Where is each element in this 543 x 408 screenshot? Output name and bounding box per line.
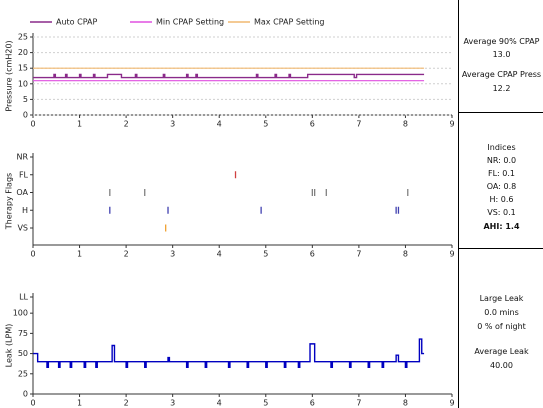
index: H: 0.6 [489,195,514,204]
y-tick-label: OA [16,188,28,197]
x-tick-label: 1 [77,120,82,129]
large-leak-pct: 0 % of night [477,322,526,331]
y-tick-label: 75 [18,329,28,338]
y-tick-label: LL [19,293,28,302]
x-tick-label: 1 [77,250,82,259]
x-tick-label: 3 [170,120,175,129]
x-tick-label: 9 [449,399,454,408]
x-tick-label: 9 [449,250,454,259]
divider [459,112,543,113]
large-leak-label: Large Leak [479,294,524,303]
x-tick-label: 6 [310,120,315,129]
x-tick-label: 2 [124,120,129,129]
legend-label: Auto CPAP [56,18,97,27]
x-tick-label: 0 [30,399,35,408]
x-tick-label: 9 [449,120,454,129]
x-tick-label: 4 [217,399,222,408]
x-tick-label: 6 [310,250,315,259]
y-axis-title: Leak (LPM) [5,324,14,368]
x-tick-label: 2 [124,399,129,408]
y-tick-label: 0 [23,390,28,399]
x-tick-label: 7 [356,399,361,408]
x-tick-label: 5 [263,399,268,408]
y-axis-title: Pressure (cmH20) [5,40,14,111]
avg-value: 12.2 [492,84,511,93]
series-line [33,73,425,79]
y-tick-label: 15 [18,64,28,73]
y-tick-label: 50 [18,349,28,358]
large-leak-mins: 0.0 mins [484,308,519,317]
x-tick-label: 8 [403,120,408,129]
x-tick-label: 3 [170,399,175,408]
index: OA: 0.8 [486,182,517,191]
side-panel: Average 90% CPAP 13.0 Average CPAP Press… [458,0,543,408]
x-tick-label: 8 [403,250,408,259]
avg-label: Average CPAP Press [461,70,542,79]
index: FL: 0.1 [487,169,516,178]
index: NR: 0.0 [486,156,517,165]
y-tick-label: 0 [23,111,28,120]
x-tick-label: 8 [403,399,408,408]
avg90-label: Average 90% CPAP [463,37,540,46]
y-tick-label: 25 [18,369,28,378]
avg90-value: 13.0 [492,50,511,59]
x-tick-label: 5 [263,250,268,259]
y-tick-label: 5 [23,95,28,104]
x-tick-label: 2 [124,250,129,259]
y-axis-title: Therapy Flags [5,173,14,230]
indices-title: Indices [487,143,516,152]
x-tick-label: 0 [30,120,35,129]
x-tick-label: 7 [356,120,361,129]
y-tick-label: 100 [13,309,28,318]
x-tick-label: 0 [30,250,35,259]
series-line [33,338,425,369]
y-tick-label: 10 [18,79,28,88]
y-tick-label: 20 [18,48,28,57]
x-tick-label: 5 [263,120,268,129]
y-tick-label: NR [16,153,28,162]
x-tick-label: 7 [356,250,361,259]
x-tick-label: 6 [310,399,315,408]
x-tick-label: 4 [217,120,222,129]
y-tick-label: VS [17,224,28,233]
index: VS: 0.1 [487,208,516,217]
x-tick-label: 1 [77,399,82,408]
divider [459,248,543,249]
legend-label: Max CPAP Setting [254,18,324,27]
charts: Pressure (cmH20)0 1 2 3 4 5 6 7 8 90510152025Auto… [5,18,455,408]
y-tick-label: H [22,206,28,215]
x-tick-label: 4 [217,250,222,259]
x-tick-label: 3 [170,250,175,259]
ahi: AHI: 1.4 [483,222,520,231]
y-tick-label: 25 [18,33,28,42]
legend-label: Min CPAP Setting [156,18,224,27]
avg-leak-label: Average Leak [474,347,529,356]
y-tick-label: FL [19,170,29,179]
avg-leak-value: 40.00 [490,361,513,370]
